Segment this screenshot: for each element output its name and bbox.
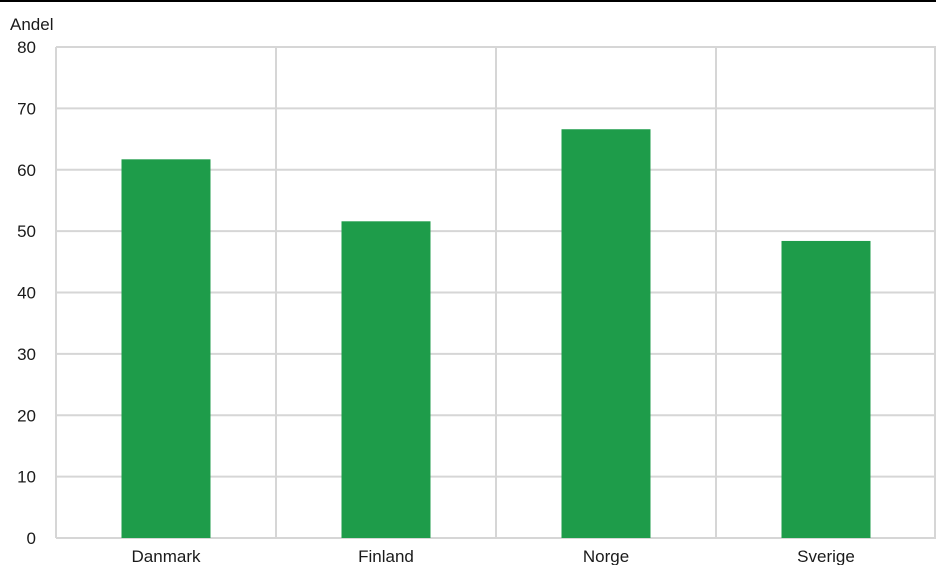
bar-danmark	[121, 159, 211, 538]
y-tick-label: 20	[17, 406, 36, 425]
y-tick-label: 30	[17, 345, 36, 364]
bar-finland	[341, 221, 431, 538]
y-axis-title: Andel	[10, 15, 53, 34]
y-tick-label: 40	[17, 284, 36, 303]
y-tick-label: 60	[17, 161, 36, 180]
x-tick-label: Sverige	[797, 547, 855, 565]
y-tick-label: 50	[17, 222, 36, 241]
y-axis-ticks: 0 10 20 30 40 50 60 70 80	[17, 38, 36, 548]
y-tick-label: 0	[27, 529, 36, 548]
y-tick-label: 70	[17, 99, 36, 118]
y-tick-label: 80	[17, 38, 36, 57]
x-axis-ticks: Danmark Finland Norge Sverige	[132, 547, 855, 565]
x-tick-label: Norge	[583, 547, 629, 565]
bar-sverige	[781, 240, 871, 538]
y-tick-label: 10	[17, 468, 36, 487]
x-tick-label: Danmark	[132, 547, 201, 565]
bars	[121, 129, 871, 538]
bar-norge	[561, 129, 651, 538]
x-tick-label: Finland	[358, 547, 414, 565]
top-border	[0, 0, 936, 2]
